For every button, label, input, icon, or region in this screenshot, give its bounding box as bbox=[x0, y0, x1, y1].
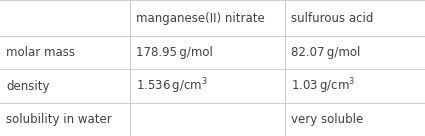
Text: very soluble: very soluble bbox=[291, 113, 363, 126]
Text: sulfurous acid: sulfurous acid bbox=[291, 12, 374, 24]
Text: 1.03 g/cm$^3$: 1.03 g/cm$^3$ bbox=[291, 76, 356, 96]
Text: 178.95 g/mol: 178.95 g/mol bbox=[136, 46, 213, 59]
Text: molar mass: molar mass bbox=[6, 46, 75, 59]
Text: 1.536 g/cm$^3$: 1.536 g/cm$^3$ bbox=[136, 76, 208, 96]
Text: 82.07 g/mol: 82.07 g/mol bbox=[291, 46, 360, 59]
Text: density: density bbox=[6, 80, 50, 92]
Text: solubility in water: solubility in water bbox=[6, 113, 112, 126]
Text: manganese(II) nitrate: manganese(II) nitrate bbox=[136, 12, 265, 24]
